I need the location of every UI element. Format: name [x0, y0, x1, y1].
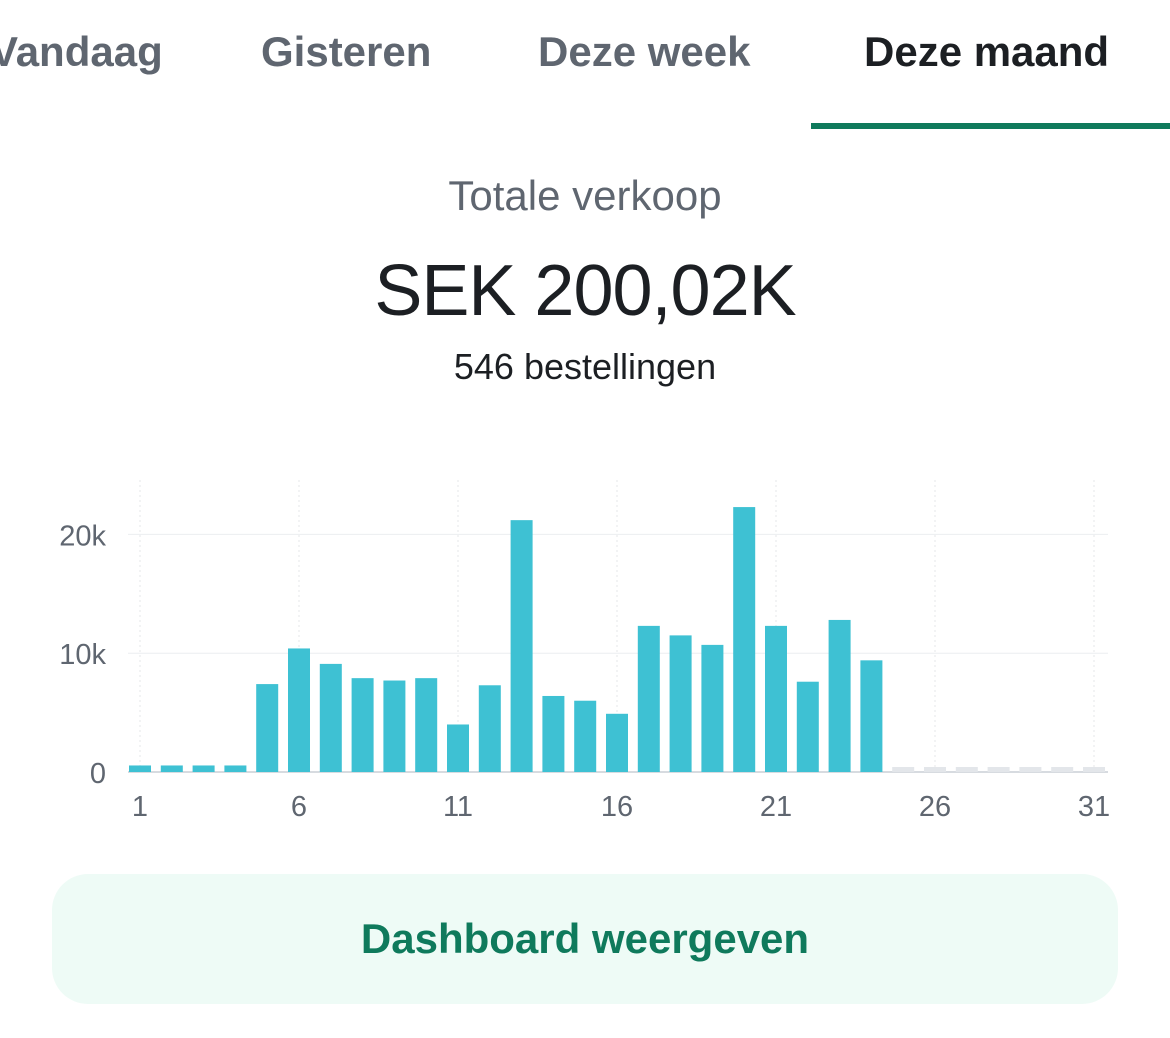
bar-empty — [924, 767, 946, 772]
bar — [542, 695, 565, 772]
tab-vandaag[interactable]: Vandaag — [0, 28, 163, 75]
bar — [224, 765, 247, 772]
x-tick-label: 16 — [601, 791, 633, 823]
bar — [319, 663, 342, 772]
tab-gisteren[interactable]: Gisteren — [261, 28, 432, 75]
y-tick-label: 10k — [59, 639, 106, 671]
bar-empty — [1019, 767, 1042, 772]
total-sales-label: Totale verkoop — [448, 172, 722, 219]
bar-empty — [1051, 767, 1074, 772]
tab-deze-maand[interactable]: Deze maand — [864, 28, 1110, 75]
bar — [828, 619, 851, 772]
bar — [606, 713, 628, 772]
order-count: 546 bestellingen — [453, 346, 717, 387]
bar-empty — [1083, 767, 1105, 772]
bar — [860, 660, 883, 772]
y-tick-label: 20k — [59, 520, 106, 552]
bar — [796, 681, 819, 772]
x-tick-label: 21 — [760, 791, 792, 823]
bar — [478, 685, 501, 772]
period-tabs: Vandaag Gisteren Deze week Deze maand — [0, 0, 1170, 130]
bar — [288, 648, 310, 772]
tab-deze-week[interactable]: Deze week — [538, 28, 751, 75]
x-tick-label: 11 — [443, 791, 473, 823]
bar-empty — [987, 767, 1010, 772]
bar — [510, 520, 533, 772]
active-tab-indicator — [811, 123, 1170, 129]
bar — [192, 765, 215, 772]
bar — [701, 644, 724, 772]
bar — [351, 678, 374, 772]
total-sales-value: SEK 200,02K — [374, 251, 796, 331]
x-tick-label: 6 — [291, 791, 307, 823]
bar-empty — [892, 767, 915, 772]
bar — [765, 625, 787, 772]
bar — [256, 684, 279, 772]
y-tick-label: 0 — [90, 758, 106, 790]
bar — [574, 700, 597, 772]
bar — [415, 678, 438, 772]
bar — [447, 724, 469, 772]
bar — [669, 635, 692, 772]
bar — [637, 625, 660, 772]
x-tick-label: 31 — [1078, 791, 1110, 823]
bar — [733, 507, 756, 772]
view-dashboard-button[interactable]: Dashboard weergeven — [52, 874, 1118, 1004]
bar-empty — [955, 767, 978, 772]
bar — [160, 765, 183, 772]
bar — [383, 680, 406, 772]
x-tick-label: 26 — [919, 791, 951, 823]
x-tick-label: 1 — [132, 791, 148, 823]
bar — [129, 765, 151, 772]
